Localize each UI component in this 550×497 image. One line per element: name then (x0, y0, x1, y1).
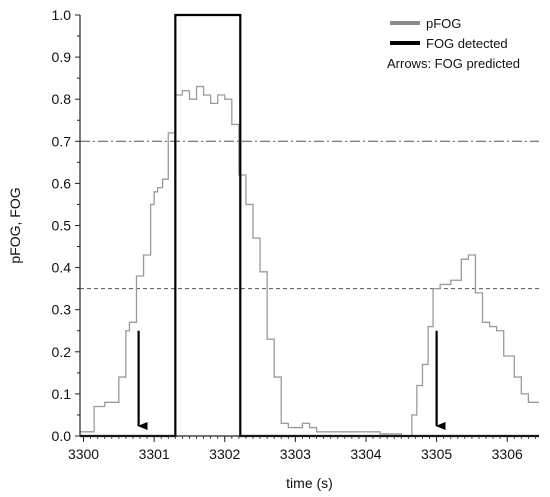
series-line-fog-detected (80, 13, 539, 438)
legend-note: Arrows: FOG predicted (387, 56, 520, 71)
axes (79, 15, 539, 437)
series-layer (80, 13, 539, 438)
x-tick-label: 3305 (421, 446, 452, 462)
legend-label: FOG detected (426, 36, 508, 51)
x-tick-label: 3304 (350, 446, 381, 462)
y-tick-label: 0.2 (52, 344, 72, 360)
y-tick-label: 0.7 (52, 133, 72, 149)
prediction-arrows (137, 330, 446, 430)
y-tick-label: 1.0 (52, 7, 72, 23)
y-tick-label: 0.3 (52, 302, 72, 318)
legend-label: pFOG (426, 16, 461, 31)
y-tick-label: 0.9 (52, 49, 72, 65)
threshold-lines (80, 140, 539, 290)
x-tick-label: 3303 (280, 446, 311, 462)
y-tick-label: 0.5 (52, 218, 72, 234)
y-tick-label: 0.4 (52, 260, 72, 276)
x-tick-label: 3300 (68, 446, 99, 462)
y-tick-label: 0.8 (52, 91, 72, 107)
y-tick-label: 0.0 (52, 428, 72, 444)
tick-labels: 0.0 0.1 0.2 0.3 0.4 0.5 0.6 0.7 0.8 0.9 1.0 3300 330… (52, 7, 536, 462)
legend: pFOG FOG detected Arrows: FOG predicted (387, 16, 520, 71)
y-tick-label: 0.1 (52, 386, 72, 402)
series-line-pfog (80, 85, 539, 437)
x-tick-label: 3306 (492, 446, 523, 462)
x-axis-title: time (s) (286, 475, 333, 491)
x-tick-label: 3301 (139, 446, 170, 462)
y-axis-title: pFOG, FOG (7, 187, 23, 263)
y-tick-label: 0.6 (52, 175, 72, 191)
x-tick-label: 3302 (209, 446, 240, 462)
